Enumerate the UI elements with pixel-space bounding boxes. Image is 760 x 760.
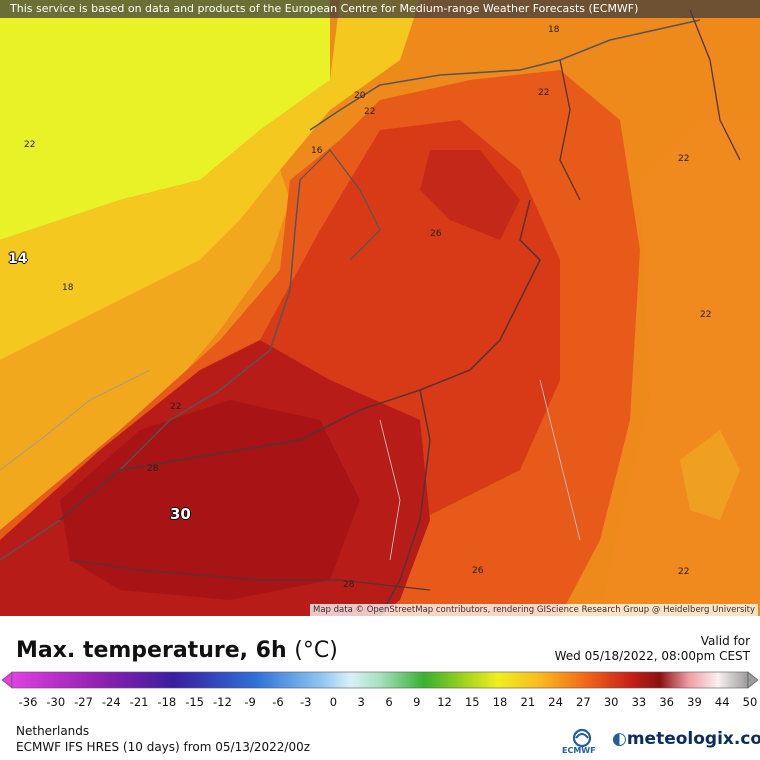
map-attribution[interactable]: Map data © OpenStreetMap contributors, r… (310, 604, 758, 616)
scale-tick-label: 30 (603, 695, 619, 709)
arrow-left-icon (2, 671, 13, 689)
meteologix-logo-icon: ◐ (612, 729, 627, 749)
contour-label: 26 (472, 566, 484, 576)
contour-label: 18 (548, 25, 560, 35)
scale-tick-label: 50 (742, 695, 758, 709)
scale-tick-label: 18 (492, 695, 508, 709)
scale-tick-label: -18 (157, 695, 177, 709)
scale-tick-label: 6 (385, 695, 393, 709)
contour-label: 28 (343, 580, 355, 590)
scale-tick-label: -6 (272, 695, 284, 709)
valid-label: Valid for (700, 634, 750, 648)
scale-tick-label: 39 (687, 695, 702, 709)
scale-tick-label: -24 (101, 695, 121, 709)
contour-label: 22 (170, 402, 182, 412)
scale-tick-label: 0 (329, 695, 338, 709)
scale-tick-label: 9 (413, 695, 421, 709)
contour-label: 22 (700, 310, 712, 320)
temperature-map[interactable]: This service is based on data and produc… (0, 0, 760, 616)
region-name: Netherlands (16, 724, 90, 738)
contour-label: 22 (678, 154, 690, 164)
ecmwf-logo-icon (572, 728, 592, 748)
temperature-value: 14 (8, 251, 28, 267)
scale-tick-label: -36 (18, 695, 38, 709)
scale-tick-label: -21 (129, 695, 149, 709)
scale-tick-label: 24 (548, 695, 563, 709)
contour-label: 22 (364, 107, 376, 117)
scale-tick-label: 36 (659, 695, 675, 709)
scale-tick-label: -15 (185, 695, 205, 709)
ecmwf-logo-text: ECMWF (562, 746, 596, 755)
scale-tick-label: 27 (576, 695, 591, 709)
contour-label: 28 (147, 464, 159, 474)
meteologix-logo[interactable]: ◐meteologix.com (612, 729, 760, 749)
scale-tick-label: 33 (631, 695, 647, 709)
contour-label: 22 (678, 567, 690, 577)
scale-tick-label: -9 (244, 695, 256, 709)
model-run: ECMWF IFS HRES (10 days) from 05/13/2022… (16, 740, 311, 754)
map-canvas (0, 0, 760, 616)
temperature-value: 30 (170, 505, 191, 523)
scale-tick-label: -30 (46, 695, 66, 709)
scale-tick-label: 21 (520, 695, 536, 709)
map-title: Max. temperature, 6h (°C) (16, 638, 338, 663)
brand-text: meteologix.com (626, 729, 760, 749)
valid-time-block: Valid for Wed 05/18/2022, 08:00pm CEST (555, 634, 750, 664)
contour-label: 22 (24, 140, 36, 150)
scale-tick-label: -27 (74, 695, 93, 709)
contour-label: 22 (538, 88, 550, 98)
scale-tick-label: 44 (714, 695, 730, 709)
valid-time: Wed 05/18/2022, 08:00pm CEST (554, 649, 750, 663)
title-unit: (°C) (294, 638, 338, 663)
scale-tick-label: 12 (437, 695, 452, 709)
title-text: Max. temperature, 6h (16, 638, 287, 663)
color-scale-bar (2, 671, 758, 689)
contour-label: 18 (62, 283, 74, 293)
arrow-right-icon (747, 671, 758, 689)
scale-tick-label: -3 (299, 695, 312, 709)
data-source-banner: This service is based on data and produc… (0, 0, 760, 18)
contour-label: 16 (311, 146, 323, 156)
contour-label: 20 (354, 91, 366, 101)
scale-tick-label: -12 (212, 695, 232, 709)
contour-label: 26 (430, 229, 442, 239)
scale-tick-label: 3 (357, 695, 365, 709)
scale-tick-label: 15 (464, 695, 480, 709)
